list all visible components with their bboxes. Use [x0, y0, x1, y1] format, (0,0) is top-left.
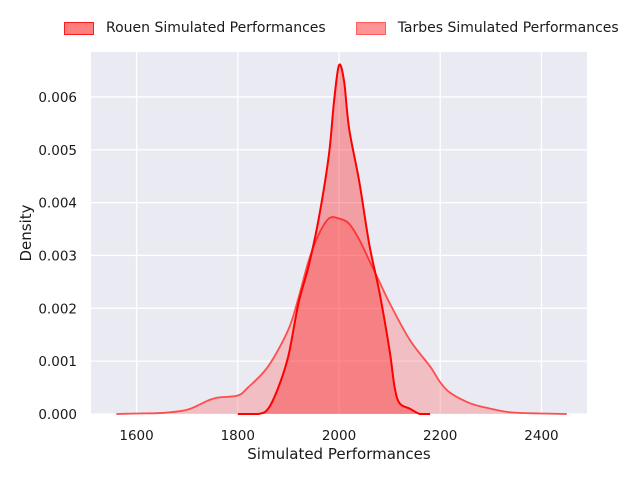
x-axis-label: Simulated Performances: [247, 445, 431, 463]
y-tick-label: 0.000: [38, 407, 77, 423]
x-tick-label: 1800: [221, 428, 255, 444]
density-area-tarbes: [116, 217, 567, 414]
y-axis-label: Density: [17, 204, 35, 261]
density-area-rouen: [237, 64, 431, 414]
legend-item-rouen: Rouen Simulated Performances: [64, 20, 326, 36]
y-tick-label: 0.005: [38, 143, 77, 159]
y-tick-label: 0.003: [38, 248, 77, 264]
legend-label-rouen: Rouen Simulated Performances: [106, 20, 326, 36]
y-tick-label: 0.001: [38, 354, 77, 370]
y-tick-label: 0.004: [38, 196, 77, 212]
legend-swatch-rouen: [64, 21, 94, 35]
x-tick-label: 1600: [119, 428, 153, 444]
density-line-rouen: [237, 63, 431, 415]
y-tick-labels: 0.000 0.001 0.002 0.003 0.004 0.005 0.006: [38, 90, 77, 423]
legend-item-tarbes: Tarbes Simulated Performances: [355, 20, 619, 36]
grid-lines: [91, 52, 587, 415]
y-tick-label: 0.006: [38, 90, 77, 106]
chart-legend: Rouen Simulated Performances Tarbes Simu…: [64, 20, 619, 36]
series-areas: [116, 63, 567, 415]
y-tick-label: 0.002: [38, 301, 77, 317]
density-line-tarbes: [116, 216, 567, 415]
x-tick-labels: 1600 1800 2000 2200 2400: [119, 428, 558, 444]
legend-swatch-tarbes: [355, 21, 386, 35]
legend-label-tarbes: Tarbes Simulated Performances: [397, 20, 619, 36]
x-tick-label: 2200: [423, 428, 457, 444]
x-tick-label: 2000: [322, 428, 356, 444]
x-tick-label: 2400: [524, 428, 558, 444]
